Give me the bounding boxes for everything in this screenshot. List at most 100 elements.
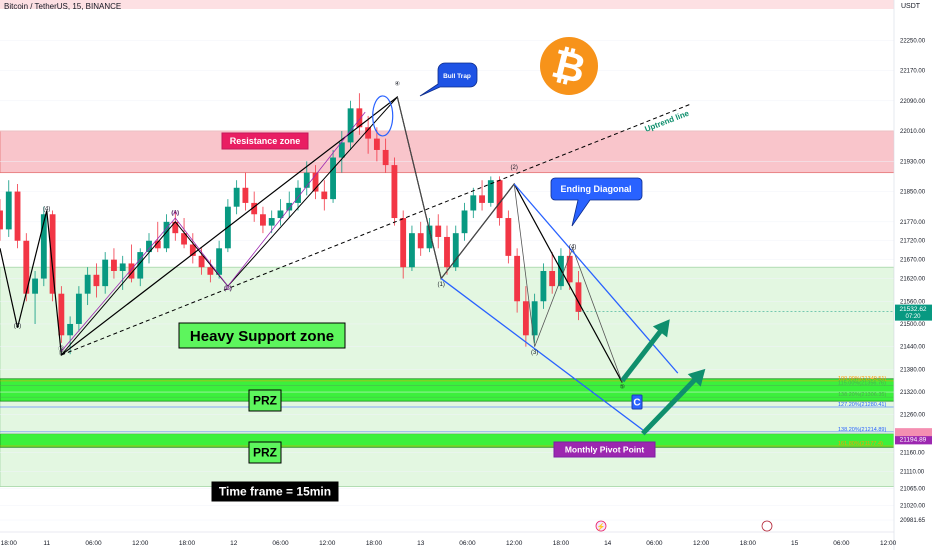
pivot-price-value: 21194.89 (900, 436, 927, 443)
zone-0 (0, 130, 895, 174)
candle-body-1 (5, 191, 12, 230)
resistance-zone-label-box (221, 132, 309, 150)
y-tick-21: 20981.65 (900, 518, 926, 524)
fib-label-2: 138.20%(21306.35) (838, 392, 886, 398)
candle-body-62 (540, 271, 547, 302)
y-tick-20: 21020.00 (900, 504, 926, 510)
candle-body-18 (154, 240, 161, 249)
wave-label-7: (1) (437, 282, 444, 288)
candle-body-17 (146, 240, 152, 253)
candle-body-53 (461, 210, 468, 234)
candles-layer (0, 93, 582, 355)
candle-body-33 (286, 202, 293, 211)
y-tick-10: 21560.00 (900, 299, 926, 305)
fib-label-4: 138.20%(21214.89) (838, 427, 886, 433)
diagonal-bottom (440, 278, 644, 431)
candle-body-12 (102, 259, 109, 287)
x-tick-14: 06:00 (646, 540, 663, 547)
uptrend-line (61, 104, 690, 356)
candle-body-4 (32, 278, 38, 294)
ending-diagonal-text: Ending Diagonal (561, 184, 632, 194)
y-tick-4: 21930.00 (900, 159, 926, 165)
pink-price-tag (895, 428, 932, 437)
fib-label-0: 100.00%(21349.51) (838, 376, 886, 382)
candle-body-15 (128, 263, 135, 279)
candle-body-10 (84, 274, 91, 294)
pivot-price-tag (895, 434, 932, 445)
candle-body-8 (67, 323, 74, 336)
candle-body-19 (163, 221, 170, 249)
candle-body-0 (0, 210, 3, 230)
bitcoin-icon (540, 37, 598, 95)
y-tick-7: 21720.00 (900, 239, 926, 245)
y-tick-17: 21160.00 (900, 451, 925, 457)
wave-label-6: ④ (395, 81, 400, 88)
candle-body-44 (382, 149, 389, 166)
symbol-title: Bitcoin / TetherUS, 15, BINANCE (4, 2, 122, 11)
y-tick-3: 22010.00 (900, 129, 926, 135)
candle-body-40 (347, 108, 354, 143)
sub-waves (396, 96, 623, 383)
candle-body-56 (487, 180, 494, 203)
wave-label-10: (4) (569, 244, 576, 250)
current-price-tag (895, 304, 932, 321)
purple-label-b: (B) (225, 286, 232, 292)
candle-body-59 (514, 255, 521, 302)
wave-label-3: Ⓑ (58, 345, 64, 353)
purple-wave (61, 111, 366, 352)
candle-body-31 (268, 218, 275, 226)
y-tick-6: 21770.00 (900, 220, 926, 226)
y-tick-14: 21320.00 (900, 390, 926, 396)
currency-label: USDT (901, 3, 921, 10)
candle-body-5 (40, 214, 47, 279)
grid-layer (0, 40, 894, 521)
resistance-zone-label-text: Resistance zone (230, 136, 301, 146)
monthly-pivot-label-text: Monthly Pivot Point (565, 444, 644, 454)
candle-body-42 (365, 127, 372, 139)
candle-body-7 (58, 293, 65, 336)
x-tick-19: 12:00 (880, 540, 897, 547)
uptrend-line-label: Uptrend line (643, 109, 690, 134)
candle-body-16 (137, 252, 144, 279)
top-red-band (0, 0, 894, 9)
candle-body-2 (14, 191, 21, 241)
candle-body-27 (233, 187, 240, 207)
candle-body-29 (251, 202, 258, 215)
candle-body-41 (356, 108, 363, 128)
candle-body-22 (189, 244, 196, 256)
current-price-value: 21532.62 (899, 306, 926, 313)
y-tick-11: 21500.00 (900, 322, 926, 328)
candle-body-39 (338, 142, 345, 158)
timeframe-label-box (211, 481, 339, 502)
y-tick-15: 21260.00 (900, 413, 926, 419)
y-tick-12: 21440.00 (900, 345, 926, 351)
candle-body-34 (295, 187, 301, 203)
candle-body-25 (216, 248, 223, 275)
candle-body-66 (575, 282, 582, 312)
zone-3 (0, 433, 895, 448)
wave-label-4: (A) (171, 210, 179, 216)
wave-label-11: ⑤ (620, 383, 625, 390)
candle-body-38 (330, 157, 336, 200)
wave-label-5: (B) (224, 286, 232, 292)
candle-body-46 (400, 218, 407, 268)
candle-body-61 (531, 301, 538, 336)
x-tick-9: 13 (417, 540, 425, 547)
candle-body-49 (426, 225, 433, 249)
bull-trap-text: Bull Trap (443, 73, 471, 80)
arrow-up-2-head (687, 368, 706, 387)
candle-body-37 (321, 191, 328, 200)
lightning-event-icon (595, 520, 607, 532)
x-tick-5: 12 (230, 540, 238, 547)
wave-label-9: (3) (531, 350, 538, 356)
candle-body-32 (277, 210, 284, 219)
zigzag-b (60, 96, 398, 356)
x-tick-10: 06:00 (459, 540, 476, 547)
candle-body-30 (260, 214, 266, 226)
heavy-support-label-box (178, 322, 346, 349)
price-axis-bg (894, 0, 932, 550)
x-tick-12: 18:00 (553, 540, 570, 547)
candle-body-6 (49, 214, 56, 294)
